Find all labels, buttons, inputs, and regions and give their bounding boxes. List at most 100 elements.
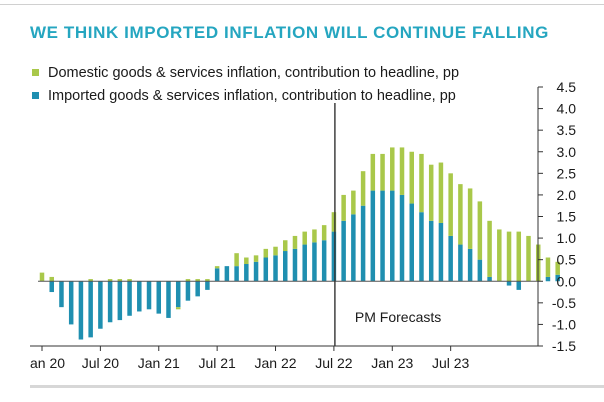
bar-imported-17 [205,281,210,290]
bar-imported-41 [438,222,444,282]
bar-imported-45 [477,259,483,282]
bar-domestic-7 [107,279,113,282]
x-tick-label: Jul 21 [198,355,236,371]
bar-domestic-32 [351,190,356,215]
bar-domestic-21 [244,257,249,264]
bar-imported-2 [59,281,64,308]
bar-imported-27 [302,244,307,282]
bar-domestic-1 [49,276,54,282]
bar-domestic-35 [380,153,385,191]
bar-domestic-29 [321,225,327,241]
y-tick-label: 0.0 [557,273,577,289]
bar-domestic-25 [283,240,288,252]
bar-domestic-39 [419,153,424,213]
bar-domestic-16 [195,279,200,282]
y-tick-label: 2.0 [557,187,577,203]
bar-domestic-36 [390,147,395,191]
bar-imported-42 [448,235,453,282]
bar-domestic-33 [360,171,366,206]
legend-swatch-domestic [32,69,39,76]
bar-imported-39 [419,212,424,282]
bar-domestic-45 [477,201,483,260]
bar-imported-26 [292,248,298,282]
bar-imported-22 [253,261,259,282]
y-tick-label: 4.0 [557,101,577,117]
bar-domestic-37 [399,147,405,195]
bar-domestic-26 [292,235,298,249]
y-tick-label: 2.5 [557,165,577,181]
bar-imported-25 [283,251,288,282]
legend-item-domestic: Domestic goods & services inflation, con… [32,61,459,84]
bar-domestic-9 [127,279,132,282]
chart-title: WE THINK IMPORTED INFLATION WILL CONTINU… [30,23,549,42]
bar-domestic-34 [370,153,376,191]
bar-imported-3 [68,281,74,325]
bar-domestic-27 [302,231,307,245]
bar-imported-46 [487,276,492,282]
y-tick-label: 4.5 [557,79,577,95]
bar-imported-30 [331,231,337,282]
bar-domestic-41 [438,162,444,223]
y-tick-label: -0.5 [552,295,576,311]
bar-domestic-31 [341,194,346,221]
bar-domestic-8 [117,279,123,282]
bar-imported-53 [555,274,560,282]
bar-imported-13 [166,281,171,318]
bar-imported-24 [273,255,278,282]
bar-imported-28 [312,242,317,282]
bar-imported-31 [341,220,346,282]
legend-label-imported: Imported goods & services inflation, con… [48,87,456,104]
bar-domestic-46 [487,220,492,277]
legend: Domestic goods & services inflation, con… [32,61,459,107]
bar-domestic-48 [506,231,512,282]
x-tick-label: Jul 20 [82,355,120,371]
bar-domestic-20 [234,253,239,267]
bar-group [39,147,560,340]
x-tick-label: Jul 22 [315,355,353,371]
bar-imported-10 [137,281,142,312]
bar-domestic-30 [331,212,337,232]
bar-imported-20 [234,266,239,282]
bar-domestic-22 [253,255,259,262]
bar-domestic-50 [526,235,531,282]
bar-domestic-23 [263,248,269,258]
bar-imported-52 [545,276,551,282]
y-tick-label: 1.5 [557,209,577,225]
bar-domestic-44 [467,188,473,249]
y-tick-label: -1.5 [552,338,576,354]
bar-imported-12 [156,281,162,314]
bar-domestic-15 [185,279,191,282]
bar-domestic-52 [545,257,551,277]
bar-imported-11 [146,281,152,310]
y-tick-label: 1.0 [557,230,577,246]
y-tick-label: 3.0 [557,144,577,160]
bar-domestic-28 [312,229,317,243]
bar-domestic-38 [409,151,414,204]
legend-item-imported: Imported goods & services inflation, con… [32,84,459,107]
y-tick-label: 3.5 [557,122,577,138]
x-tick-label: Jul 23 [432,355,470,371]
bar-imported-7 [107,281,113,323]
bar-imported-5 [88,281,93,338]
bar-imported-40 [428,220,434,282]
bar-domestic-40 [428,164,434,221]
x-axis-ticks: an 20 Jul 20 Jan 21 Jul 21 Jan 22 Jul 22 Jan 2… [30,346,470,371]
bottom-rule [30,385,604,388]
bar-domestic-42 [448,173,453,236]
bar-imported-18 [214,268,220,282]
bar-imported-49 [516,281,522,290]
bar-domestic-47 [497,229,502,282]
y-tick-label: 0.5 [557,252,577,268]
bar-imported-1 [49,281,54,293]
bar-imported-15 [185,281,191,301]
bar-imported-32 [351,214,356,282]
bar-imported-35 [380,190,385,282]
bar-imported-9 [127,281,132,316]
bar-imported-4 [78,281,84,340]
x-tick-label: Jan 23 [371,355,413,371]
bar-domestic-0 [39,272,45,282]
bar-imported-43 [458,244,463,282]
bar-imported-37 [399,194,405,282]
bar-imported-38 [409,203,414,282]
